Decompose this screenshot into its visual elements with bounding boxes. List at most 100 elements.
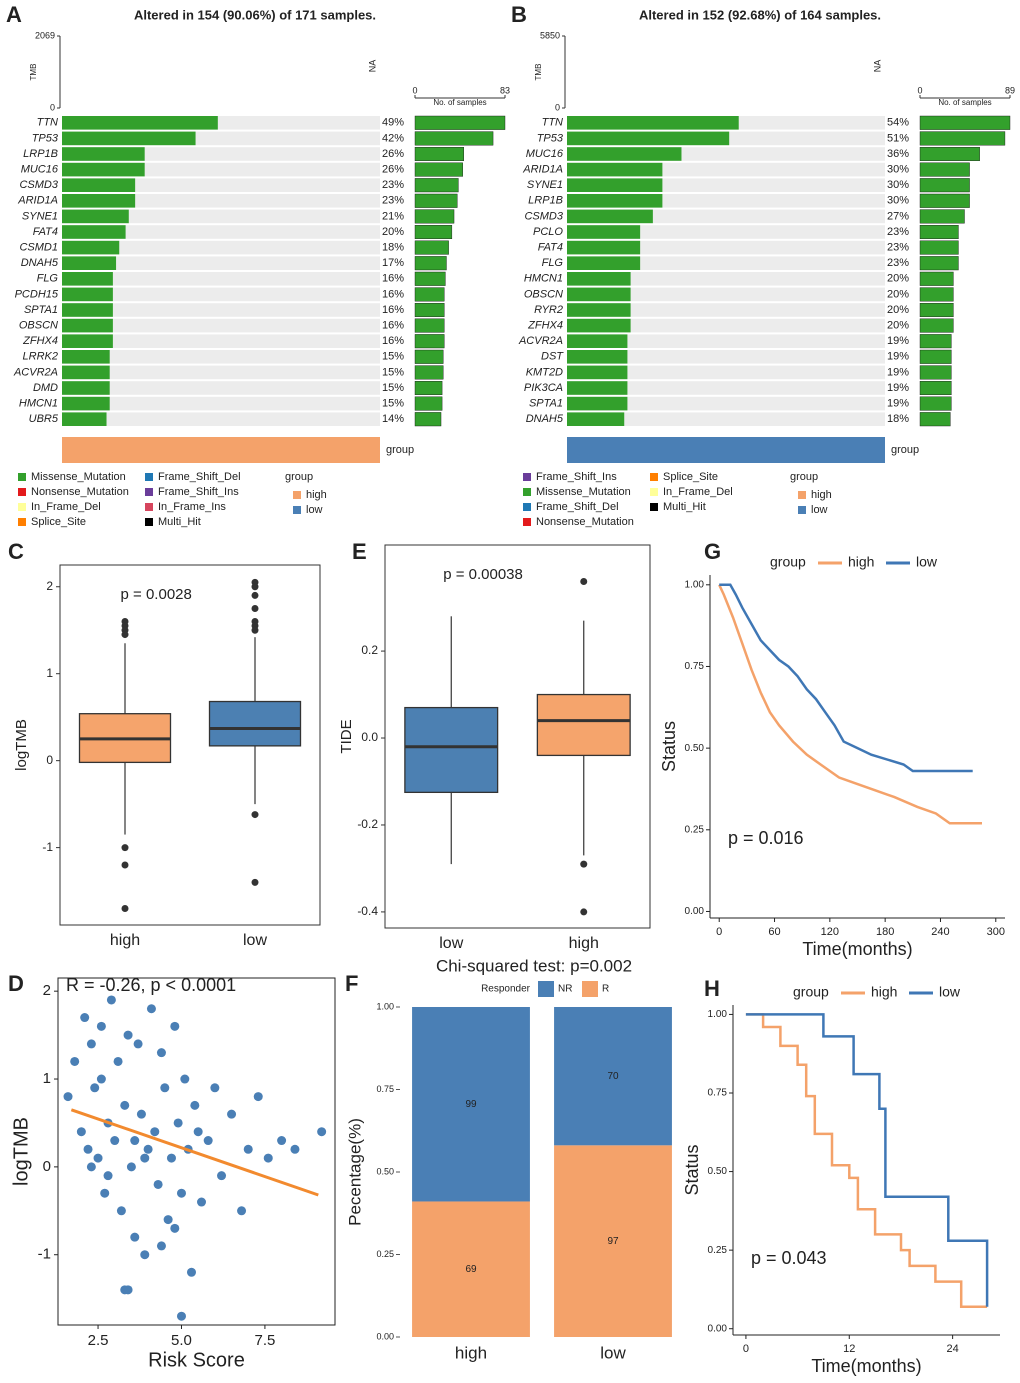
y-tick-label: -1 (42, 840, 53, 854)
legend-label: Multi_Hit (158, 516, 201, 528)
y-tick-label: 0 (50, 102, 55, 112)
altered-fraction (62, 240, 120, 255)
point (86, 1039, 96, 1049)
x-tick-label: high (110, 932, 140, 949)
legend-title: group (790, 471, 818, 483)
legend-label: Frame_Shift_Ins (536, 471, 617, 483)
panel-letter: C (8, 539, 24, 564)
point (120, 1100, 130, 1110)
percent-label: 14% (382, 413, 404, 425)
y-tick-label: 0.2 (361, 643, 378, 657)
y-tick-label: 0.50 (376, 1166, 394, 1176)
point (173, 1118, 183, 1128)
point (113, 1056, 123, 1066)
group-bar-label: group (891, 444, 919, 456)
percent-label: 19% (887, 335, 909, 347)
chart-title: Altered in 152 (92.68%) of 164 samples. (639, 7, 881, 22)
outlier (251, 878, 259, 886)
row-background (62, 318, 380, 333)
gene-label: PIK3CA (524, 382, 563, 394)
x-tick-label: 12 (843, 1343, 855, 1355)
point (103, 1171, 113, 1181)
legend-label: Missense_Mutation (31, 471, 126, 483)
point (93, 1153, 103, 1163)
legend-label: In_Frame_Ins (158, 501, 226, 513)
legend-label: low (811, 504, 828, 516)
point (170, 1223, 180, 1233)
altered-fraction (62, 162, 145, 177)
percent-label: 19% (887, 382, 909, 394)
data-label: 69 (465, 1264, 477, 1275)
gene-label: HMCN1 (524, 273, 563, 285)
point (263, 1153, 273, 1163)
altered-fraction (62, 225, 126, 239)
percent-label: 16% (382, 335, 404, 347)
point (210, 1083, 220, 1093)
y-tick-label: 2069 (35, 30, 55, 40)
x-tick-label: low (439, 935, 463, 952)
percent-label: 30% (887, 195, 909, 207)
altered-fraction (567, 209, 653, 224)
annotation: p = 0.0028 (121, 586, 192, 603)
bar-segment (554, 1007, 672, 1146)
legend-title: group (285, 471, 313, 483)
chart-title: Altered in 154 (90.06%) of 171 samples. (134, 7, 376, 22)
altered-fraction (567, 318, 631, 333)
point (130, 1136, 140, 1146)
x-tick-label: 0 (743, 1343, 749, 1355)
legend-title: Responder (481, 984, 531, 995)
point (110, 1136, 120, 1146)
point (193, 1127, 203, 1137)
percent-label: 36% (887, 148, 909, 160)
survival-curve (745, 1013, 989, 1307)
x-axis-label: Time(months) (802, 939, 912, 959)
survival-curve (718, 584, 982, 825)
gene-label: TTN (542, 117, 563, 129)
point (176, 1311, 186, 1321)
x-tick-label: 0 (412, 85, 417, 95)
count-bar (919, 193, 970, 208)
gene-label: CSMD1 (19, 242, 58, 254)
legend-label: Missense_Mutation (536, 486, 631, 498)
percent-label: 16% (382, 273, 404, 285)
percent-label: 23% (887, 226, 909, 238)
count-bar (414, 209, 455, 224)
gene-label: KMT2D (526, 366, 563, 378)
altered-fraction (567, 256, 641, 270)
legend-swatch (293, 491, 301, 499)
row-background (62, 365, 380, 380)
y-tick-label: 1.00 (376, 1001, 394, 1011)
x-tick-label: low (243, 932, 267, 949)
percent-label: 42% (382, 132, 404, 144)
data-label: 97 (607, 1236, 619, 1247)
percent-label: 20% (887, 304, 909, 316)
point (133, 1039, 143, 1049)
y-tick-label: 0.0 (361, 730, 378, 744)
legend-label: In_Frame_Del (663, 486, 733, 498)
outlier (580, 578, 588, 586)
group-bar-label: group (386, 444, 414, 456)
y-tick-label: 0 (46, 753, 53, 767)
count-bar (919, 178, 970, 193)
count-bar (919, 256, 959, 271)
legend-label: high (871, 984, 897, 1000)
point (180, 1074, 190, 1084)
bar-segment (412, 1007, 530, 1202)
plot-frame (384, 544, 651, 929)
gene-label: TTN (37, 117, 58, 129)
row-background (567, 381, 885, 395)
altered-fraction (567, 147, 682, 161)
panel-letter: H (704, 976, 720, 1001)
panel-letter: A (6, 2, 22, 27)
count-bar (919, 303, 954, 318)
gene-label: DNAH5 (526, 413, 564, 425)
altered-fraction (62, 350, 110, 364)
gene-label: PCLO (533, 226, 563, 238)
gene-label: MUC16 (526, 148, 564, 160)
legend-swatch (145, 503, 153, 511)
count-bar (919, 271, 954, 286)
x-tick-label: 240 (931, 926, 949, 938)
gene-label: PCDH15 (15, 288, 59, 300)
percent-label: 20% (382, 226, 404, 238)
